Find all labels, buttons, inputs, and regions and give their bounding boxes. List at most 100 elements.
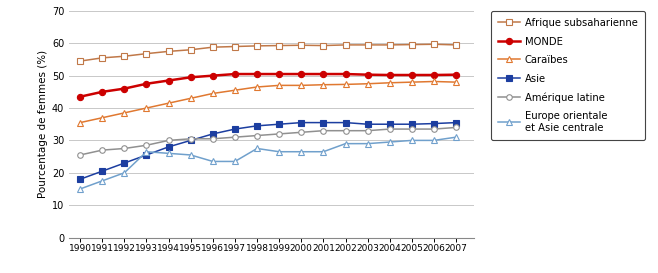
MONDE [430, 73, 438, 77]
Amérique latine [430, 127, 438, 131]
MONDE [386, 73, 393, 77]
Afrique subsaharienne [143, 52, 151, 55]
Caraïbes [297, 84, 305, 87]
Europe orientale
et Asie centrale [342, 142, 349, 145]
MONDE [452, 73, 460, 76]
Asie [209, 132, 216, 136]
Amérique latine [408, 127, 416, 131]
MONDE [209, 74, 216, 77]
Amérique latine [76, 153, 84, 157]
MONDE [342, 72, 349, 76]
MONDE [120, 87, 128, 90]
Europe orientale
et Asie centrale [275, 150, 283, 153]
Europe orientale
et Asie centrale [76, 187, 84, 191]
Caraïbes [76, 121, 84, 124]
Europe orientale
et Asie centrale [253, 147, 261, 150]
MONDE [187, 76, 195, 79]
Amérique latine [231, 135, 239, 139]
Europe orientale
et Asie centrale [319, 150, 327, 153]
Afrique subsaharienne [98, 56, 106, 60]
Europe orientale
et Asie centrale [120, 171, 128, 174]
Caraïbes [275, 84, 283, 87]
Line: Asie: Asie [78, 120, 459, 182]
Legend: Afrique subsaharienne, MONDE, Caraïbes, Asie, Amérique latine, Europe orientale
: Afrique subsaharienne, MONDE, Caraïbes, … [491, 11, 645, 140]
Europe orientale
et Asie centrale [209, 160, 216, 163]
Europe orientale
et Asie centrale [98, 179, 106, 183]
Caraïbes [408, 81, 416, 84]
Europe orientale
et Asie centrale [187, 153, 195, 157]
Caraïbes [187, 97, 195, 100]
Caraïbes [253, 85, 261, 89]
Amérique latine [98, 149, 106, 152]
Afrique subsaharienne [164, 50, 172, 53]
Afrique subsaharienne [187, 48, 195, 51]
Caraïbes [364, 82, 372, 85]
Line: Amérique latine: Amérique latine [78, 125, 459, 158]
Asie [408, 123, 416, 126]
Caraïbes [120, 111, 128, 115]
Afrique subsaharienne [342, 43, 349, 46]
Asie [452, 121, 460, 124]
Caraïbes [430, 80, 438, 83]
MONDE [164, 79, 172, 82]
Amérique latine [386, 127, 393, 131]
MONDE [143, 82, 151, 85]
Caraïbes [209, 92, 216, 95]
Line: Afrique subsaharienne: Afrique subsaharienne [78, 41, 459, 64]
Asie [364, 123, 372, 126]
Amérique latine [143, 144, 151, 147]
Line: Europe orientale
et Asie centrale: Europe orientale et Asie centrale [78, 134, 459, 192]
Europe orientale
et Asie centrale [386, 140, 393, 144]
Amérique latine [364, 129, 372, 132]
Amérique latine [187, 137, 195, 140]
Amérique latine [275, 132, 283, 136]
Europe orientale
et Asie centrale [143, 150, 151, 153]
Afrique subsaharienne [253, 44, 261, 48]
MONDE [76, 95, 84, 98]
Amérique latine [253, 134, 261, 137]
Europe orientale
et Asie centrale [452, 135, 460, 139]
Asie [187, 139, 195, 142]
Caraïbes [164, 102, 172, 105]
Afrique subsaharienne [452, 43, 460, 46]
Asie [253, 124, 261, 127]
Afrique subsaharienne [275, 44, 283, 47]
Asie [120, 161, 128, 165]
MONDE [253, 72, 261, 76]
Afrique subsaharienne [364, 43, 372, 46]
MONDE [275, 72, 283, 76]
Asie [430, 122, 438, 125]
Amérique latine [297, 131, 305, 134]
Asie [275, 123, 283, 126]
Asie [319, 121, 327, 124]
MONDE [231, 72, 239, 76]
Afrique subsaharienne [76, 60, 84, 63]
Caraïbes [342, 83, 349, 86]
Caraïbes [231, 88, 239, 92]
Europe orientale
et Asie centrale [164, 152, 172, 155]
Line: Caraïbes: Caraïbes [78, 79, 459, 125]
Caraïbes [386, 81, 393, 84]
Caraïbes [98, 116, 106, 119]
Amérique latine [452, 126, 460, 129]
Afrique subsaharienne [386, 43, 393, 46]
Asie [231, 127, 239, 131]
Amérique latine [342, 129, 349, 132]
Y-axis label: Pourcentage de femmes (%): Pourcentage de femmes (%) [38, 50, 47, 198]
Caraïbes [319, 83, 327, 86]
Afrique subsaharienne [120, 55, 128, 58]
MONDE [319, 72, 327, 76]
Amérique latine [164, 139, 172, 142]
Caraïbes [143, 106, 151, 110]
Europe orientale
et Asie centrale [408, 139, 416, 142]
Caraïbes [452, 81, 460, 84]
Afrique subsaharienne [319, 44, 327, 47]
MONDE [297, 72, 305, 76]
Europe orientale
et Asie centrale [231, 160, 239, 163]
Europe orientale
et Asie centrale [430, 139, 438, 142]
Europe orientale
et Asie centrale [297, 150, 305, 153]
Asie [143, 153, 151, 157]
MONDE [98, 90, 106, 93]
Asie [342, 121, 349, 124]
Asie [386, 123, 393, 126]
